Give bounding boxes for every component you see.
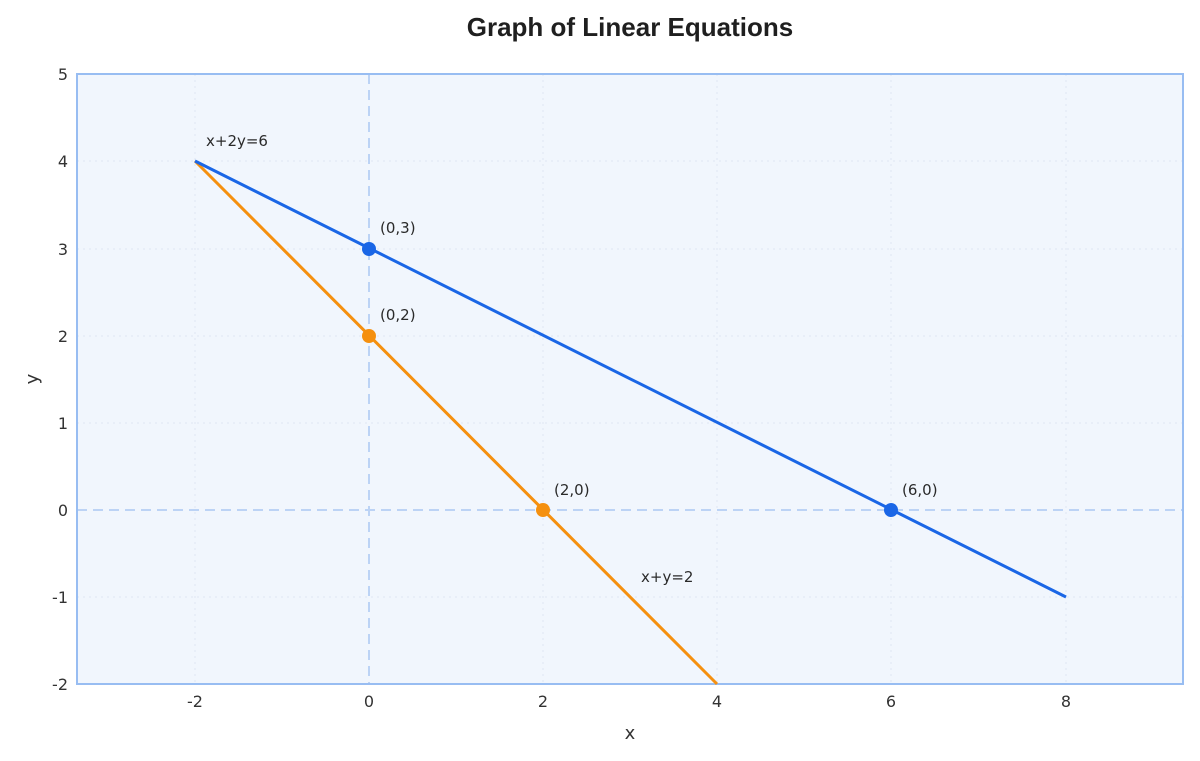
point-2-0 [536,503,550,517]
svg-text:3: 3 [58,240,68,259]
label-p02: (0,2) [380,306,416,324]
svg-text:8: 8 [1061,692,1071,711]
svg-text:-2: -2 [52,675,68,694]
svg-text:5: 5 [58,65,68,84]
svg-text:0: 0 [364,692,374,711]
x-tick-labels: -2 0 2 4 6 8 [187,692,1071,711]
line-x-plus-2y-eq-6 [194,159,1067,599]
label-p20: (2,0) [554,481,590,499]
svg-text:4: 4 [712,692,722,711]
svg-text:2: 2 [58,327,68,346]
y-axis-label: y [22,373,43,384]
svg-text:1: 1 [58,414,68,433]
point-0-3 [362,242,376,256]
svg-text:2: 2 [538,692,548,711]
label-p03: (0,3) [380,219,416,237]
svg-text:0: 0 [58,501,68,520]
svg-text:6: 6 [886,692,896,711]
x-axis-label: x [625,723,636,744]
label-eq1: x+2y=6 [206,132,268,150]
line-x-plus-y-eq-2 [193,159,719,686]
svg-text:4: 4 [58,152,68,171]
label-p60: (6,0) [902,481,938,499]
point-0-2 [362,329,376,343]
y-tick-labels: 5 4 3 2 1 0 -1 -2 [52,65,68,694]
svg-text:-1: -1 [52,588,68,607]
svg-text:-2: -2 [187,692,203,711]
chart-title: Graph of Linear Equations [466,12,794,42]
label-eq2: x+y=2 [641,568,693,586]
point-6-0 [884,503,898,517]
plot-border [76,73,1184,685]
